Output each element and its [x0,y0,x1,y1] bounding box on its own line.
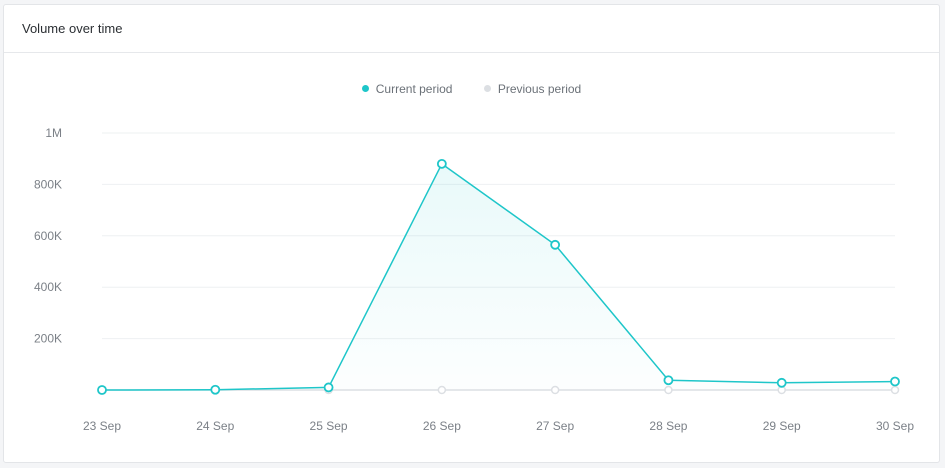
current-period-point [776,377,787,388]
previous-period-point [437,385,447,395]
legend-dot-current [361,85,369,92]
card-header: Volume over time [4,5,939,53]
y-tick-label: 800K [34,177,62,191]
current-period-line [101,162,896,391]
volume-card: Volume over time Current period Previous… [3,4,940,463]
x-tick-label: 28 Sep [649,419,687,433]
y-tick-label: 1M [45,126,62,140]
y-tick-label: 400K [34,280,62,294]
current-period-point [890,376,900,387]
current-period-point [436,158,447,169]
x-tick-label: 29 Sep [763,419,801,433]
current-period-point [97,385,107,395]
x-tick-label: 24 Sep [196,419,234,433]
card-title: Volume over time [22,21,123,36]
x-tick-label: 25 Sep [310,419,348,433]
current-period-point [663,375,674,386]
legend-label-current: Current period [375,81,453,96]
volume-chart: 200K 400K 600K 800K 1M 23 Sep 24 Sep 25 Sep 26 S… [34,126,914,433]
x-tick-label: 23 Sep [83,419,121,433]
previous-period-point [550,385,560,395]
chart-legend: Current period Previous period [4,81,939,96]
current-period-point [210,384,221,395]
x-tick-label: 27 Sep [536,419,574,433]
previous-period-point [664,385,673,395]
current-period-area [102,163,895,390]
legend-dot-previous [483,85,491,92]
y-tick-label: 600K [34,229,62,243]
legend-label-previous: Previous period [497,81,582,96]
current-period-point [550,239,561,250]
legend-item-current[interactable]: Current period [361,81,453,96]
y-tick-label: 200K [34,332,62,346]
x-tick-label: 26 Sep [423,419,461,433]
legend-item-previous[interactable]: Previous period [483,81,582,96]
previous-period-point [890,385,900,395]
x-tick-label: 30 Sep [876,419,914,433]
current-period-point [323,382,334,393]
